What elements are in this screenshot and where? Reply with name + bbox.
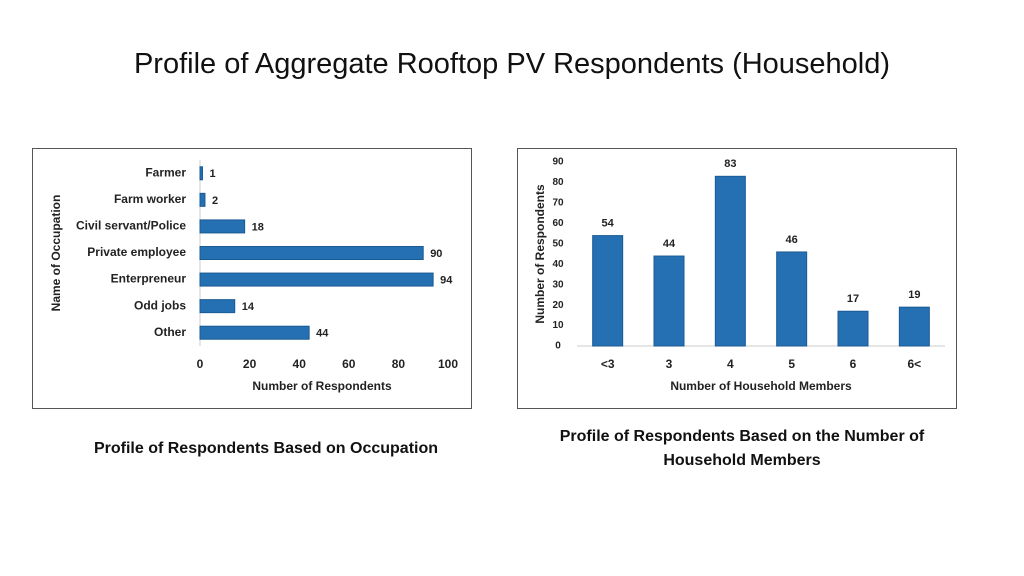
value-label: 17	[847, 293, 859, 305]
page-title: Profile of Aggregate Rooftop PV Responde…	[133, 48, 891, 80]
y-tick-label: 70	[552, 198, 564, 209]
bar	[199, 192, 206, 207]
y-tick-label: 0	[555, 341, 561, 352]
y-axis-label: Number of Respondents	[533, 184, 547, 324]
value-label: 2	[212, 195, 218, 207]
x-tick-label: 40	[293, 357, 307, 371]
y-tick-label: Enterpreneur	[111, 272, 187, 286]
x-axis-label: Number of Respondents	[252, 379, 392, 393]
bar	[837, 310, 869, 347]
chart-caption: Profile of Respondents Based on the Numb…	[559, 428, 925, 469]
chart-frame	[32, 148, 472, 409]
y-tick-label: 60	[552, 218, 564, 229]
x-tick-label: 4	[727, 357, 734, 371]
x-axis-label: Number of Household Members	[670, 379, 852, 393]
value-label: 1	[209, 168, 215, 180]
bar	[592, 235, 624, 347]
x-tick-label: 80	[392, 357, 406, 371]
bar	[199, 219, 246, 234]
bar	[776, 251, 808, 347]
y-axis-label: Name of Occupation	[49, 195, 63, 312]
x-tick-label: 5	[788, 357, 795, 371]
value-label: 19	[908, 289, 920, 301]
value-label: 18	[252, 221, 264, 233]
bar	[199, 325, 310, 340]
x-tick-label: 6	[850, 357, 857, 371]
x-tick-label: 20	[243, 357, 257, 371]
y-tick-label: 80	[552, 177, 564, 188]
bar	[199, 166, 203, 181]
value-label: 44	[316, 328, 329, 340]
value-label: 46	[786, 234, 798, 246]
bar	[199, 299, 236, 314]
chart-caption: Profile of Respondents Based on Occupati…	[93, 440, 439, 457]
x-tick-label: <3	[601, 357, 615, 371]
value-label: 83	[724, 158, 736, 170]
y-tick-label: Farm worker	[114, 192, 186, 206]
bar	[199, 246, 424, 260]
y-tick-label: Other	[154, 325, 186, 339]
value-label: 44	[663, 238, 676, 250]
x-tick-label: 0	[197, 357, 204, 371]
bar	[653, 255, 685, 347]
bar	[714, 175, 746, 347]
x-tick-label: 60	[342, 357, 356, 371]
value-label: 14	[242, 301, 255, 313]
x-tick-label: 100	[438, 357, 458, 371]
y-tick-label: Odd jobs	[134, 298, 186, 312]
bar	[898, 306, 930, 347]
y-tick-label: 50	[552, 238, 564, 249]
value-label: 90	[430, 248, 442, 260]
y-tick-label: Farmer	[145, 165, 186, 179]
value-label: 94	[440, 274, 453, 286]
y-tick-label: Civil servant/Police	[76, 219, 186, 233]
x-tick-label: 3	[666, 357, 673, 371]
y-tick-label: 40	[552, 259, 564, 270]
y-tick-label: 10	[552, 320, 564, 331]
y-tick-label: Private employee	[87, 245, 186, 259]
y-tick-label: 20	[552, 300, 564, 311]
y-tick-label: 30	[552, 279, 564, 290]
y-tick-label: 90	[552, 157, 564, 168]
x-tick-label: 6<	[907, 357, 921, 371]
value-label: 54	[602, 218, 615, 230]
chart-frame	[517, 148, 957, 409]
bar	[199, 272, 434, 287]
